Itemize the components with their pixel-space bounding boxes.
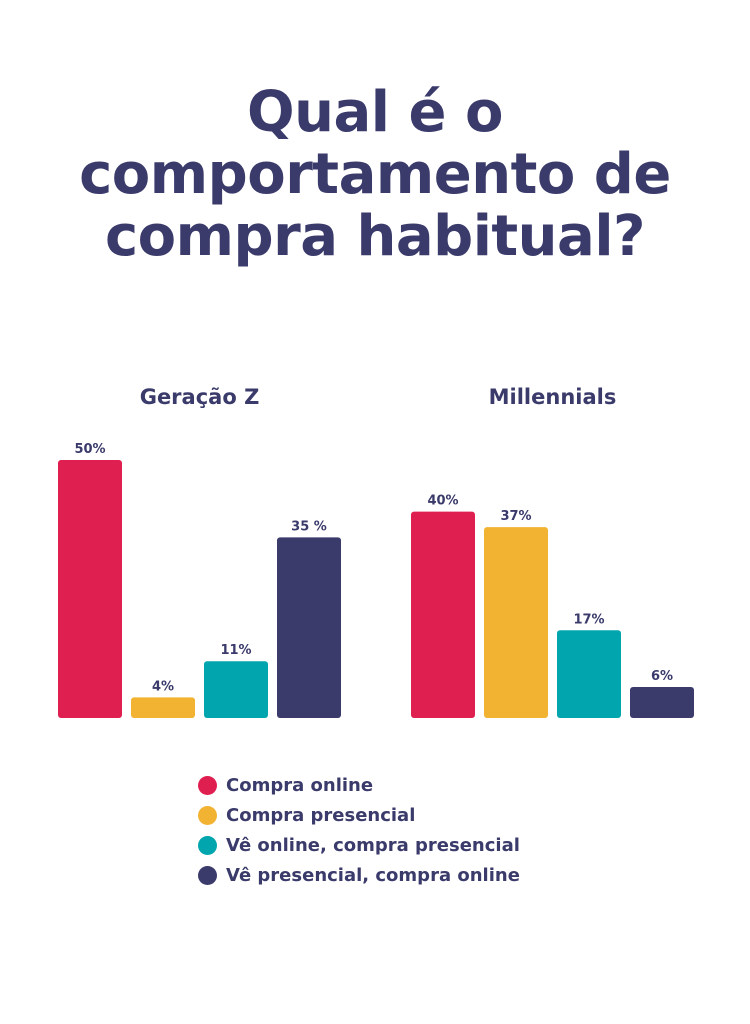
data-label: 4%	[152, 679, 174, 694]
title-line-3: compra habitual?	[104, 204, 646, 269]
chart-title: Geração Z	[140, 385, 260, 409]
bar	[484, 527, 548, 718]
bar	[411, 511, 475, 718]
bar	[557, 630, 621, 718]
bar	[131, 697, 195, 718]
legend-item-compra-presencial: Compra presencial	[198, 800, 520, 830]
legend-dot-ve-online-compra-presencial	[198, 835, 217, 855]
legend-dot-compra-online	[198, 775, 217, 795]
legend-label: Compra presencial	[226, 804, 416, 826]
bar	[630, 687, 694, 718]
charts-area: Geração Z 50% 4% 11% 35 % Millennials 40% 37% 17…	[0, 360, 750, 740]
title-line-2: comportamento de	[79, 142, 671, 207]
data-label: 40%	[427, 494, 458, 509]
legend-label: Compra online	[226, 774, 374, 796]
chart-group-0: Geração Z 50% 4% 11% 35 %	[58, 385, 341, 718]
legend-dot-ve-presencial-compra-online	[198, 865, 217, 885]
bar	[204, 661, 268, 718]
title-line-1: Qual é o	[247, 80, 503, 145]
data-label: 35 %	[291, 519, 327, 534]
data-label: 50%	[74, 442, 105, 457]
legend: Compra online Compra presencial Vê onlin…	[198, 770, 520, 890]
legend-label: Vê online, compra presencial	[226, 834, 520, 856]
bar	[277, 537, 341, 718]
bar-charts: Geração Z 50% 4% 11% 35 % Millennials 40% 37% 17…	[58, 385, 694, 718]
chart-title: Millennials	[489, 385, 617, 409]
bar	[58, 460, 122, 718]
data-label: 6%	[651, 669, 673, 684]
legend-item-ve-presencial-compra-online: Vê presencial, compra online	[198, 860, 520, 890]
data-label: 17%	[573, 612, 604, 627]
legend-dot-compra-presencial	[198, 805, 217, 825]
chart-group-1: Millennials 40% 37% 17% 6%	[411, 385, 694, 718]
legend-item-compra-online: Compra online	[198, 770, 520, 800]
legend-label: Vê presencial, compra online	[226, 864, 520, 886]
legend-item-ve-online-compra-presencial: Vê online, compra presencial	[198, 830, 520, 860]
data-label: 11%	[220, 643, 251, 658]
data-label: 37%	[500, 509, 531, 524]
page-title: Qual é o comportamento de compra habitua…	[0, 82, 750, 268]
